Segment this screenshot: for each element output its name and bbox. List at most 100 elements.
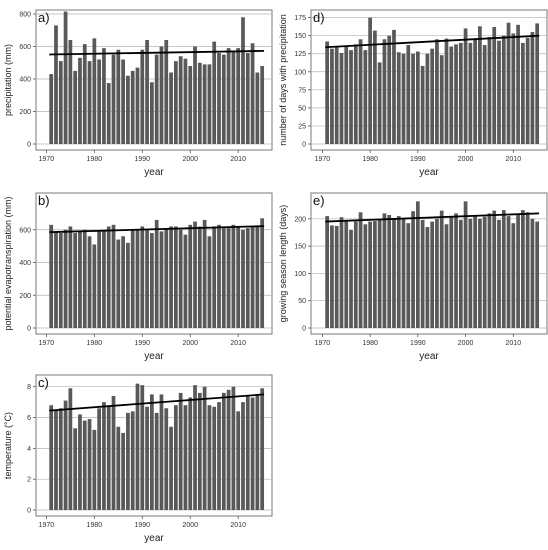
trend-line — [49, 225, 265, 234]
bar — [245, 395, 250, 510]
bar — [344, 221, 349, 328]
bar — [241, 402, 245, 510]
bar — [78, 231, 82, 328]
bar — [382, 39, 387, 144]
bar — [130, 229, 135, 328]
bar — [444, 38, 449, 144]
x-axis-label: year — [144, 533, 164, 544]
bar — [173, 61, 178, 144]
bar — [245, 228, 250, 328]
bar — [425, 53, 430, 144]
bar — [411, 211, 415, 328]
bar — [396, 216, 401, 328]
bar — [217, 402, 221, 510]
bar — [150, 233, 154, 328]
bar — [468, 42, 473, 145]
bar — [411, 53, 415, 144]
bar — [154, 219, 159, 328]
bar — [54, 231, 58, 328]
y-tick-label: 75 — [298, 87, 306, 94]
bar — [492, 27, 497, 144]
y-tick-label: 150 — [294, 244, 306, 251]
bar — [126, 75, 130, 144]
x-tick-label: 2000 — [182, 522, 198, 529]
bar — [415, 201, 420, 328]
x-tick-label: 1970 — [315, 340, 331, 347]
bar — [212, 41, 217, 144]
bar — [188, 66, 193, 144]
bar — [58, 408, 63, 510]
bar — [78, 414, 82, 510]
bar — [231, 51, 236, 144]
trend-line — [49, 49, 265, 56]
x-tick-label: 2010 — [230, 522, 246, 529]
bar — [392, 29, 396, 145]
bar — [159, 46, 164, 144]
x-tick-label: 1990 — [410, 156, 426, 163]
bar — [217, 53, 221, 144]
panel-letter: e) — [313, 193, 325, 208]
bar — [178, 392, 183, 510]
bar — [255, 72, 260, 144]
panel-e: 0 50 100 150 200 1970 1980 1990 2000 2010 year grow… — [278, 192, 548, 362]
bar — [401, 218, 406, 328]
y-axis-label: potential evapotranspiration (mm) — [3, 196, 13, 330]
bar — [102, 229, 106, 328]
bar — [130, 411, 135, 510]
bar — [473, 39, 477, 144]
bar — [221, 54, 226, 144]
bar — [154, 54, 159, 144]
bar — [197, 392, 202, 510]
bar — [82, 420, 87, 510]
bar — [126, 412, 130, 510]
bar — [92, 429, 97, 510]
bar — [377, 218, 382, 328]
y-tick-label: 4 — [27, 446, 31, 453]
bar — [255, 226, 260, 328]
y-tick-label: 0 — [302, 142, 306, 149]
bar — [377, 62, 382, 145]
bar — [449, 46, 454, 144]
bar — [106, 406, 111, 510]
bar — [260, 218, 265, 328]
x-tick-label: 1980 — [362, 340, 378, 347]
bar — [353, 44, 358, 145]
bar — [535, 221, 540, 328]
bar — [245, 53, 250, 144]
bar — [207, 64, 212, 144]
x-tick-label: 2000 — [458, 340, 474, 347]
bar — [212, 406, 217, 510]
bar — [250, 43, 255, 144]
bar — [82, 44, 87, 144]
x-tick-label: 1970 — [39, 522, 55, 529]
bar — [169, 72, 173, 144]
x-tick-label: 1970 — [39, 340, 55, 347]
bar — [458, 42, 463, 145]
bar — [121, 432, 125, 510]
bar — [164, 228, 169, 328]
bar — [358, 39, 363, 144]
bar — [106, 83, 111, 144]
x-tick-label: 1990 — [135, 340, 151, 347]
bar — [145, 406, 149, 510]
bar — [454, 213, 458, 328]
bar — [150, 394, 154, 510]
y-tick-label: 175 — [294, 15, 306, 22]
bar — [415, 51, 420, 144]
panel-letter: b) — [38, 193, 50, 208]
y-tick-label: 2 — [27, 477, 31, 484]
y-axis-label: growing season length (days) — [278, 205, 288, 323]
bar — [111, 54, 116, 144]
bar — [221, 228, 226, 328]
x-tick-label: 1990 — [410, 340, 426, 347]
bar — [506, 22, 511, 145]
panel-c: 0 2 4 6 8 1970 1980 1990 2000 2010 year temperature… — [3, 374, 273, 544]
bar — [197, 226, 202, 328]
bar — [463, 28, 468, 145]
trend-line — [325, 34, 540, 49]
bar — [212, 226, 217, 328]
bar — [116, 239, 121, 328]
bar — [140, 226, 145, 328]
bar — [111, 395, 116, 510]
